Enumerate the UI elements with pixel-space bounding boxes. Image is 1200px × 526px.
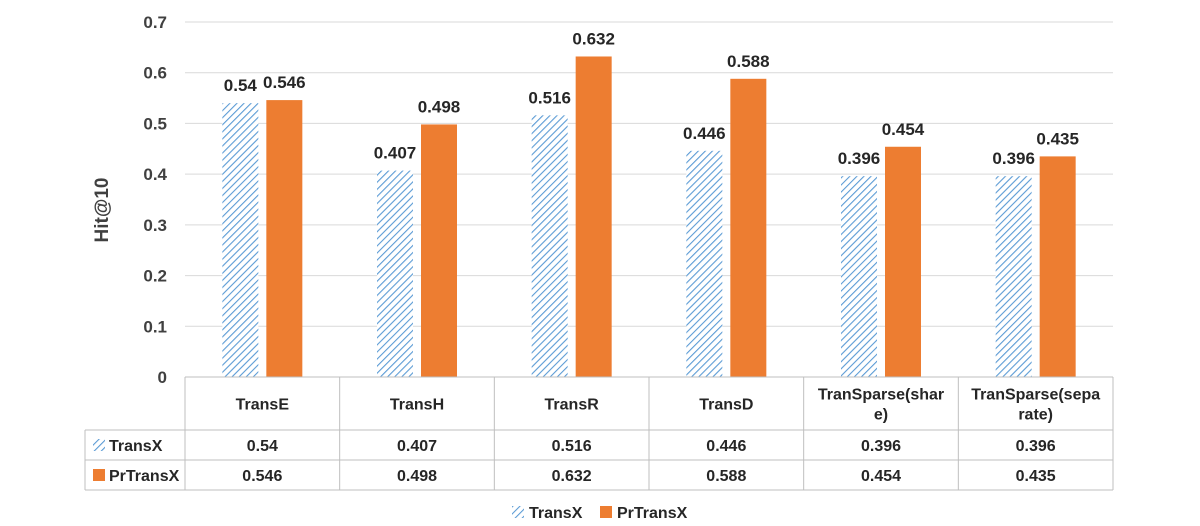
table-cell: 0.396: [861, 438, 901, 455]
table-series-name: PrTransX: [109, 468, 180, 485]
legend-label: PrTransX: [617, 505, 688, 522]
y-tick-label: 0.5: [143, 114, 167, 133]
legend: TransX PrTransX: [512, 505, 688, 522]
legend-swatch: [600, 506, 612, 518]
data-label: 0.435: [1036, 129, 1079, 148]
y-axis-label: Hit@10: [92, 178, 113, 243]
bar-transx: [995, 176, 1032, 377]
data-label: 0.54: [224, 76, 258, 95]
table-cell: 0.407: [397, 438, 437, 455]
table-cell: 0.588: [706, 468, 746, 485]
bar-prtransx: [730, 78, 767, 378]
data-label: 0.454: [882, 120, 925, 139]
bar-prtransx: [266, 100, 303, 377]
y-tick-label: 0.6: [143, 64, 167, 83]
bar-prtransx: [575, 56, 612, 377]
data-label: 0.407: [374, 144, 417, 163]
table-cell: 0.498: [397, 468, 437, 485]
gridlines: [185, 21, 1113, 378]
data-label: 0.546: [263, 73, 306, 92]
bar-prtransx: [1039, 156, 1076, 377]
bar-transx: [686, 150, 723, 377]
data-label: 0.632: [572, 29, 615, 48]
data-label: 0.588: [727, 52, 770, 71]
data-label: 0.396: [992, 149, 1035, 168]
bar-transx: [377, 170, 413, 377]
category-label: TransD: [699, 397, 753, 414]
table-cell: 0.446: [706, 438, 746, 455]
table-legend-key: [93, 439, 105, 451]
category-label: TransH: [390, 397, 444, 414]
table-cell: 0.54: [247, 438, 278, 455]
table-cell: 0.454: [861, 468, 901, 485]
table-cell: 0.546: [242, 468, 282, 485]
category-label: e): [874, 407, 888, 424]
y-tick-label: 0.2: [143, 267, 167, 286]
table-cell: 0.435: [1016, 468, 1056, 485]
table-series-name: TransX: [109, 438, 163, 455]
y-tick-label: 0.4: [143, 165, 167, 184]
data-label: 0.446: [683, 124, 726, 143]
y-tick-label: 0.7: [143, 13, 167, 32]
y-axis-ticks: 0 0.1 0.2 0.3 0.4 0.5 0.6 0.7: [143, 13, 167, 387]
y-tick-label: 0.3: [143, 216, 167, 235]
category-label: rate): [1018, 407, 1053, 424]
legend-swatch: [512, 506, 524, 518]
y-tick-label: 0: [158, 368, 167, 387]
table-cell: 0.632: [552, 468, 592, 485]
bar-prtransx: [885, 146, 921, 377]
table-legend-key: [93, 469, 105, 481]
table-cell: 0.516: [552, 438, 592, 455]
bar-prtransx: [421, 124, 457, 377]
data-table: TransE TransH TransR TransD TranSparse(shar e…: [84, 376, 1114, 491]
bar-transx: [841, 176, 877, 377]
data-label: 0.516: [528, 88, 571, 107]
bars: 0.54 0.546 0.407 0.498 0.516 0.632 0.446 0.588 0…: [222, 29, 1079, 378]
data-label: 0.396: [838, 149, 881, 168]
legend-label: TransX: [529, 505, 583, 522]
category-label: TransR: [545, 397, 600, 414]
bar-transx: [531, 115, 568, 378]
bar-transx: [222, 103, 259, 378]
y-tick-label: 0.1: [143, 317, 167, 336]
category-label: TranSparse(sepa: [971, 387, 1100, 404]
category-label: TranSparse(shar: [818, 387, 944, 404]
data-label: 0.498: [418, 97, 461, 116]
category-label: TransE: [236, 397, 290, 414]
table-cell: 0.396: [1016, 438, 1056, 455]
